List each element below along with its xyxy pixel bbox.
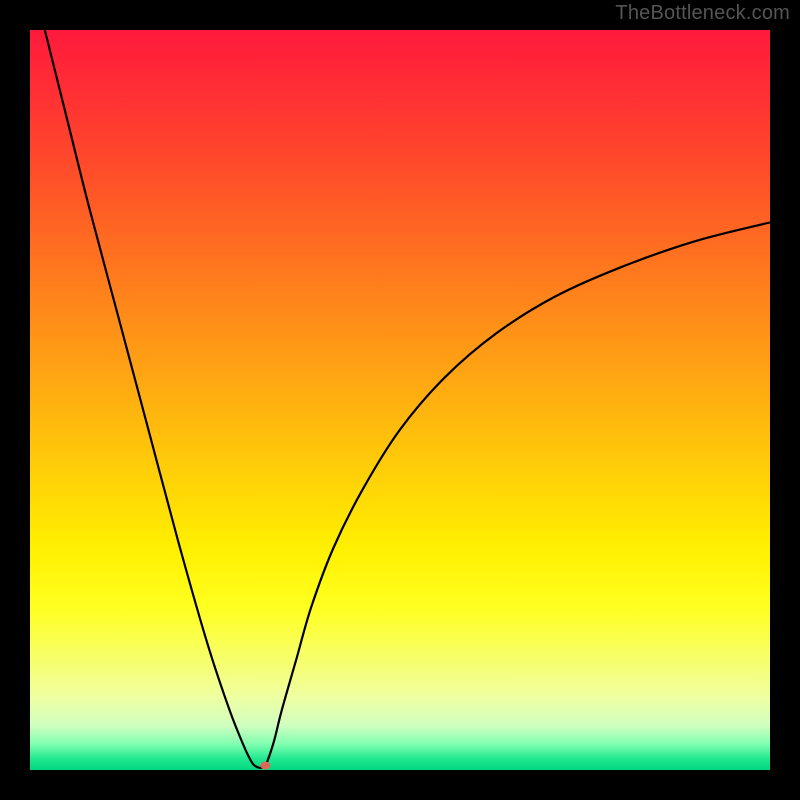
bottleneck-curve-chart: [0, 0, 800, 800]
chart-container: TheBottleneck.com: [0, 0, 800, 800]
optimum-marker: [260, 762, 270, 770]
watermark-text: TheBottleneck.com: [615, 2, 790, 25]
